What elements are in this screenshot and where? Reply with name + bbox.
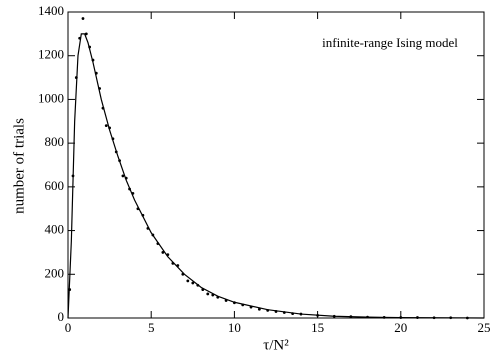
data-point: [81, 17, 85, 20]
x-axis-label: τ/N²: [263, 337, 289, 353]
data-point: [291, 312, 295, 316]
y-tick-label: 1200: [38, 47, 64, 62]
data-point: [257, 307, 261, 311]
data-point: [399, 316, 403, 319]
data-point: [98, 87, 102, 90]
data-point: [156, 242, 160, 246]
data-point: [282, 311, 286, 314]
data-point: [166, 253, 170, 257]
data-point: [118, 159, 121, 163]
data-point: [316, 313, 319, 317]
plot-frame: [67, 11, 485, 319]
y-tick-label: 400: [45, 222, 65, 237]
data-point: [171, 261, 175, 265]
data-point: [111, 137, 115, 141]
data-point: [449, 316, 453, 320]
data-point: [128, 187, 131, 191]
data-point: [299, 312, 303, 316]
data-point: [91, 58, 95, 62]
data-point: [416, 316, 419, 319]
data-point: [84, 32, 88, 36]
data-point: [211, 293, 215, 297]
data-point: [74, 76, 78, 79]
data-point: [224, 299, 228, 302]
y-tick-label: 800: [45, 134, 65, 149]
data-point: [146, 226, 150, 230]
data-point: [382, 315, 386, 319]
data-point: [465, 316, 469, 320]
data-point: [131, 192, 135, 195]
data-point: [108, 126, 111, 130]
data-point: [141, 213, 145, 217]
x-tick-label: 5: [148, 320, 155, 335]
data-point: [196, 283, 200, 287]
data-point: [206, 292, 210, 296]
data-point: [136, 207, 140, 211]
data-point: [124, 176, 128, 180]
data-point: [68, 288, 72, 291]
data-point: [349, 315, 353, 319]
y-tick-label: 1000: [38, 90, 64, 105]
data-point: [181, 272, 185, 276]
x-tick-label: 20: [394, 320, 407, 335]
data-point: [176, 264, 180, 267]
data-point: [101, 106, 105, 110]
x-tick-label: 15: [311, 320, 324, 335]
y-tick-label: 1400: [38, 3, 64, 18]
data-point: [432, 316, 436, 320]
x-tick-label: 25: [478, 320, 491, 335]
annotation: infinite-range Ising model: [322, 35, 458, 50]
data-point: [121, 174, 125, 178]
y-tick-label: 0: [58, 309, 65, 324]
data-point: [201, 288, 205, 291]
data-point: [332, 314, 336, 318]
data-point: [241, 303, 245, 307]
data-point: [191, 281, 195, 285]
data-point: [114, 150, 118, 154]
data-point: [186, 279, 190, 283]
y-tick-label: 200: [45, 265, 65, 280]
x-tick-label: 10: [228, 320, 241, 335]
data-point: [161, 251, 165, 254]
data-point: [151, 233, 155, 237]
data-point: [366, 315, 369, 319]
data-point: [274, 310, 278, 313]
y-tick-label: 600: [45, 178, 65, 193]
x-tick-label: 0: [65, 320, 72, 335]
data-point: [216, 295, 220, 299]
data-point: [94, 71, 98, 75]
data-point: [71, 174, 75, 178]
data-point: [266, 308, 270, 312]
data-point: [249, 305, 253, 309]
fit-line: [67, 33, 485, 319]
data-point: [104, 124, 108, 128]
y-axis-label: number of trials: [11, 118, 27, 214]
data-point: [233, 301, 236, 305]
data-point: [78, 36, 82, 40]
data-point: [88, 45, 92, 49]
